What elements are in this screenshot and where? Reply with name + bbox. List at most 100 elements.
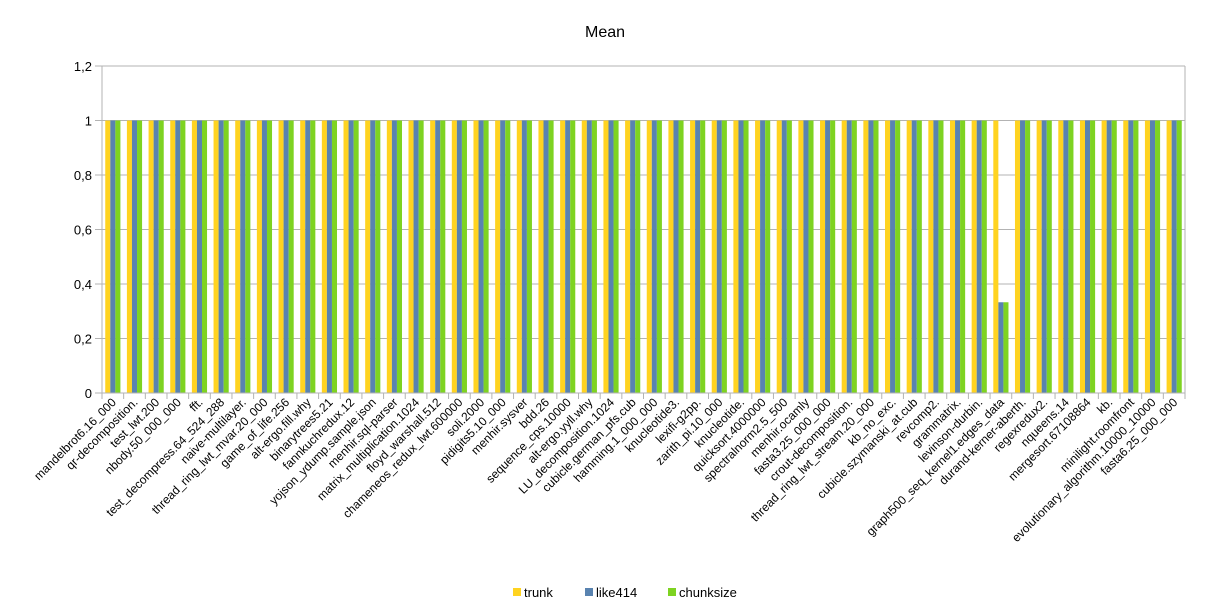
y-axis-ticks: 0 0,2 0,4 0,6 0,8 1 1,2: [74, 59, 92, 401]
bar-chunksize: [223, 120, 229, 393]
bar-like414: [651, 120, 657, 393]
bar-chunksize: [873, 120, 879, 393]
bar-chunksize: [115, 120, 121, 393]
legend-item-chunksize: chunksize: [668, 585, 737, 600]
y-tick-label: 0,2: [74, 332, 92, 347]
bar-trunk: [473, 120, 479, 393]
bar-chunksize: [375, 120, 381, 393]
bar-like414: [1041, 120, 1047, 393]
legend-swatch: [513, 588, 521, 596]
bar-like414: [543, 120, 549, 393]
bar-chunksize: [201, 120, 208, 393]
legend-swatch: [668, 588, 676, 596]
bar-chunksize: [1133, 120, 1139, 393]
bar-chunksize: [743, 120, 749, 393]
bar-like414: [630, 120, 636, 393]
bar-trunk: [321, 120, 327, 393]
bar-trunk: [1058, 120, 1064, 393]
bar-trunk: [733, 120, 739, 393]
legend-label: like414: [596, 585, 637, 600]
bar-trunk: [105, 120, 111, 393]
bar-chunksize: [137, 120, 143, 393]
bar-trunk: [776, 120, 782, 393]
bar-like414: [803, 120, 809, 393]
bar-like414: [413, 120, 419, 393]
bar-like414: [283, 120, 289, 393]
bar-trunk: [1123, 120, 1129, 393]
y-tick-label: 0,4: [74, 277, 92, 292]
x-axis-ticks: mandelbrot6.16_000qr-decomposition.test_…: [31, 393, 1186, 545]
bar-chunksize: [266, 120, 273, 393]
bar-like414: [478, 120, 484, 393]
y-tick-label: 1: [85, 114, 92, 129]
bar-trunk: [906, 120, 912, 393]
bar-trunk: [863, 120, 869, 393]
bar-chunksize: [288, 120, 294, 393]
bar-chunksize: [158, 120, 164, 393]
bar-trunk: [516, 120, 522, 393]
bar-trunk: [451, 120, 457, 393]
bar-chunksize: [331, 120, 338, 393]
bar-like414: [348, 120, 354, 393]
bar-trunk: [170, 120, 176, 393]
bar-trunk: [408, 120, 414, 393]
bar-chunksize: [678, 120, 684, 393]
bar-like414: [240, 120, 246, 393]
bar-chunksize: [656, 120, 662, 393]
bar-like414: [846, 120, 852, 393]
bar-trunk: [386, 120, 392, 393]
bar-chunksize: [418, 120, 424, 393]
bar-chunksize: [916, 120, 922, 393]
legend-label: trunk: [524, 585, 553, 600]
legend-swatch: [585, 588, 593, 596]
bar-chunksize: [461, 120, 467, 393]
bar-trunk: [668, 120, 674, 393]
bar-trunk: [581, 120, 587, 393]
bar-like414: [1085, 120, 1091, 393]
legend-item-like414: like414: [585, 585, 637, 600]
bar-chunksize: [938, 120, 944, 393]
bar-trunk: [278, 120, 284, 393]
bar-like414: [586, 120, 592, 393]
bar-like414: [500, 120, 506, 393]
bar-trunk: [191, 120, 197, 393]
bar-like414: [218, 120, 224, 393]
bar-like414: [673, 120, 679, 393]
bar-like414: [305, 120, 311, 393]
bar-trunk: [625, 120, 631, 393]
bar-chunksize: [505, 120, 511, 393]
bar-like414: [716, 120, 722, 393]
bar-like414: [825, 120, 831, 393]
bar-like414: [1063, 120, 1069, 393]
bar-trunk: [690, 120, 696, 393]
bar-chunksize: [591, 120, 597, 393]
bar-like414: [738, 120, 744, 393]
bar-trunk: [1101, 120, 1107, 393]
bar-chunksize: [635, 120, 641, 393]
bar-trunk: [1014, 120, 1021, 393]
bar-chunksize: [1155, 120, 1161, 393]
bar-like414: [976, 120, 982, 393]
bar-like414: [868, 120, 874, 393]
bar-chunksize: [1111, 120, 1117, 393]
bars: [105, 120, 1182, 393]
bar-like414: [911, 120, 917, 393]
bar-like414: [955, 120, 961, 393]
bar-trunk: [885, 120, 891, 393]
legend: trunk like414 chunksize: [513, 585, 737, 600]
bar-like414: [391, 120, 397, 393]
bar-like414: [1020, 120, 1026, 393]
bar-trunk: [841, 120, 847, 393]
bar-chunksize: [1176, 120, 1182, 393]
bar-chunksize: [960, 120, 966, 393]
bar-chunksize: [1003, 302, 1009, 393]
legend-item-trunk: trunk: [513, 585, 553, 600]
bar-chunksize: [981, 120, 987, 393]
bar-like414: [565, 120, 571, 393]
chart-title: Mean: [585, 24, 625, 41]
bar-chunksize: [765, 120, 771, 393]
bar-chunksize: [808, 120, 814, 393]
bar-chunksize: [245, 120, 251, 393]
bar-trunk: [949, 120, 956, 393]
